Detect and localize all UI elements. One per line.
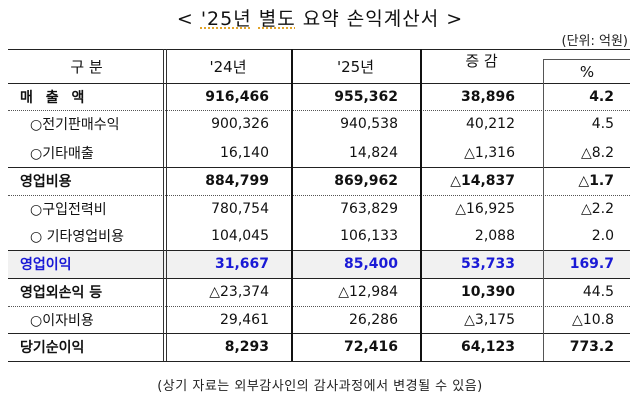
value-2024: 8,293 [224, 339, 269, 355]
value-2025: △12,984 [338, 284, 398, 300]
table-row-net-income: 당기순이익 8,293 72,416 64,123 773.2 [8, 333, 630, 361]
value-change: 53,733 [460, 256, 515, 272]
table-row-other-sales: ○기타매출 16,140 14,824 △1,316 △8.2 [8, 138, 630, 167]
row-divider [8, 278, 630, 279]
value-change: 40,212 [466, 116, 515, 132]
value-2025: 106,133 [340, 228, 398, 244]
row-divider [8, 110, 630, 111]
value-2024: 104,045 [211, 228, 269, 244]
table-row-operating-profit: 영업이익 31,667 85,400 53,733 169.7 [8, 250, 630, 278]
value-percent: △2.2 [580, 200, 614, 217]
row-label: 매 출 액 [20, 89, 89, 106]
row-divider [8, 333, 630, 334]
value-change: 2,088 [474, 228, 515, 244]
table-row-power-purchase: ○구입전력비 780,754 763,829 △16,925 △2.2 [8, 195, 630, 222]
value-2024: 916,466 [205, 88, 269, 105]
double-column-divider [163, 49, 167, 361]
header-2025: '25년 [336, 57, 374, 76]
value-percent: 169.7 [569, 256, 614, 272]
footnote: (상기 자료는 외부감사인의 감사과정에서 변경될 수 있음) [157, 379, 483, 394]
value-percent: 4.2 [589, 88, 614, 105]
header-2024: '24년 [209, 57, 247, 76]
header-bottom-border [8, 83, 630, 84]
value-2024: 884,799 [205, 173, 269, 189]
value-2024: 29,461 [220, 311, 269, 328]
row-label: ○전기판매수익 [30, 117, 120, 133]
header-change: 증 감 [465, 51, 498, 70]
value-change: 10,390 [460, 284, 515, 300]
table-row-revenue: 매 출 액 916,466 955,362 38,896 4.2 [8, 83, 630, 110]
document-title: < '25년 별도 요약 손익계산서 > [0, 4, 640, 31]
table-row-interest-expense: ○이자비용 29,461 26,286 △3,175 △10.8 [8, 306, 630, 333]
table-bottom-border [8, 361, 630, 362]
row-label: 영업비용 [20, 174, 72, 190]
value-2025: 940,538 [340, 116, 398, 132]
value-2025: 26,286 [349, 311, 398, 328]
table-header-row: 구 분 '24년 '25년 증 감 % [8, 49, 630, 83]
row-divider [8, 306, 630, 307]
column-divider [291, 49, 293, 361]
value-2025: 14,824 [349, 144, 398, 161]
row-label: 영업이익 [20, 257, 72, 273]
value-change: △16,925 [455, 200, 515, 217]
value-change: △3,175 [464, 311, 515, 328]
table-top-border [8, 49, 630, 50]
row-label: ○구입전력비 [30, 201, 107, 218]
value-change: 64,123 [460, 339, 515, 355]
header-percent: % [543, 59, 630, 83]
value-change: 38,896 [460, 88, 515, 105]
value-percent: 4.5 [591, 116, 614, 132]
title-year: '25년 [200, 8, 252, 30]
value-2025: 72,416 [343, 339, 398, 355]
value-2024: 900,326 [211, 116, 269, 132]
value-2024: 780,754 [211, 200, 269, 217]
row-label: ○이자비용 [30, 312, 94, 329]
title-separate: 별도 [258, 8, 296, 30]
value-2024: 16,140 [220, 144, 269, 161]
table-row-other-operating-expenses: ○ 기타영업비용 104,045 106,133 2,088 2.0 [8, 222, 630, 250]
value-2025: 869,962 [334, 173, 398, 189]
value-2025: 763,829 [340, 200, 398, 217]
row-divider [8, 167, 630, 168]
value-2025: 85,400 [343, 256, 398, 272]
value-percent: 773.2 [569, 339, 614, 355]
value-percent: △1.7 [578, 173, 614, 189]
column-divider [420, 49, 422, 361]
value-2025: 955,362 [334, 88, 398, 105]
table-row-electricity-sales: ○전기판매수익 900,326 940,538 40,212 4.5 [8, 110, 630, 138]
row-divider [8, 195, 630, 196]
value-change: △1,316 [464, 144, 515, 161]
row-label: ○기타매출 [30, 145, 94, 162]
header-category: 구 분 [70, 57, 103, 76]
value-2024: 31,667 [214, 256, 269, 272]
value-percent: △10.8 [572, 311, 614, 328]
value-2024: △23,374 [209, 284, 269, 300]
table-row-operating-expenses: 영업비용 884,799 869,962 △14,837 △1.7 [8, 167, 630, 195]
title-prefix: < [176, 8, 201, 30]
table-row-non-operating: 영업외손익 등 △23,374 △12,984 10,390 44.5 [8, 278, 630, 306]
value-change: △14,837 [450, 173, 515, 189]
row-label: 영업외손익 등 [20, 285, 103, 301]
value-percent: 44.5 [582, 284, 614, 300]
column-divider [543, 59, 544, 361]
row-label: 당기순이익 [20, 340, 85, 356]
unit-label: (단위: 억원) [561, 34, 629, 49]
value-percent: 2.0 [591, 228, 614, 244]
row-label: ○ 기타영업비용 [30, 229, 124, 245]
title-rest: 요약 손익계산서 > [295, 8, 464, 30]
value-percent: △8.2 [580, 144, 614, 161]
row-divider [8, 250, 630, 251]
